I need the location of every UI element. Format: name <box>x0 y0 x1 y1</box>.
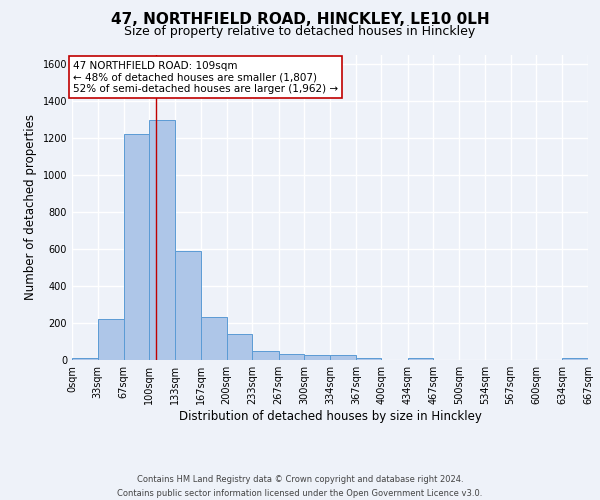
Bar <box>408 358 433 360</box>
Bar <box>356 358 382 360</box>
Text: 47 NORTHFIELD ROAD: 109sqm
← 48% of detached houses are smaller (1,807)
52% of s: 47 NORTHFIELD ROAD: 109sqm ← 48% of deta… <box>73 60 338 94</box>
Bar <box>72 358 98 360</box>
Y-axis label: Number of detached properties: Number of detached properties <box>24 114 37 300</box>
Bar <box>304 356 331 360</box>
Bar <box>278 354 304 360</box>
X-axis label: Distribution of detached houses by size in Hinckley: Distribution of detached houses by size … <box>179 410 481 423</box>
Bar <box>98 320 124 360</box>
Bar <box>227 334 252 360</box>
Bar <box>252 351 278 360</box>
Bar <box>149 120 175 360</box>
Text: Size of property relative to detached houses in Hinckley: Size of property relative to detached ho… <box>124 25 476 38</box>
Bar <box>175 251 201 360</box>
Text: Contains HM Land Registry data © Crown copyright and database right 2024.
Contai: Contains HM Land Registry data © Crown c… <box>118 476 482 498</box>
Bar <box>124 134 149 360</box>
Bar <box>201 316 227 360</box>
Bar <box>331 356 356 360</box>
Text: 47, NORTHFIELD ROAD, HINCKLEY, LE10 0LH: 47, NORTHFIELD ROAD, HINCKLEY, LE10 0LH <box>110 12 490 28</box>
Bar <box>562 358 588 360</box>
